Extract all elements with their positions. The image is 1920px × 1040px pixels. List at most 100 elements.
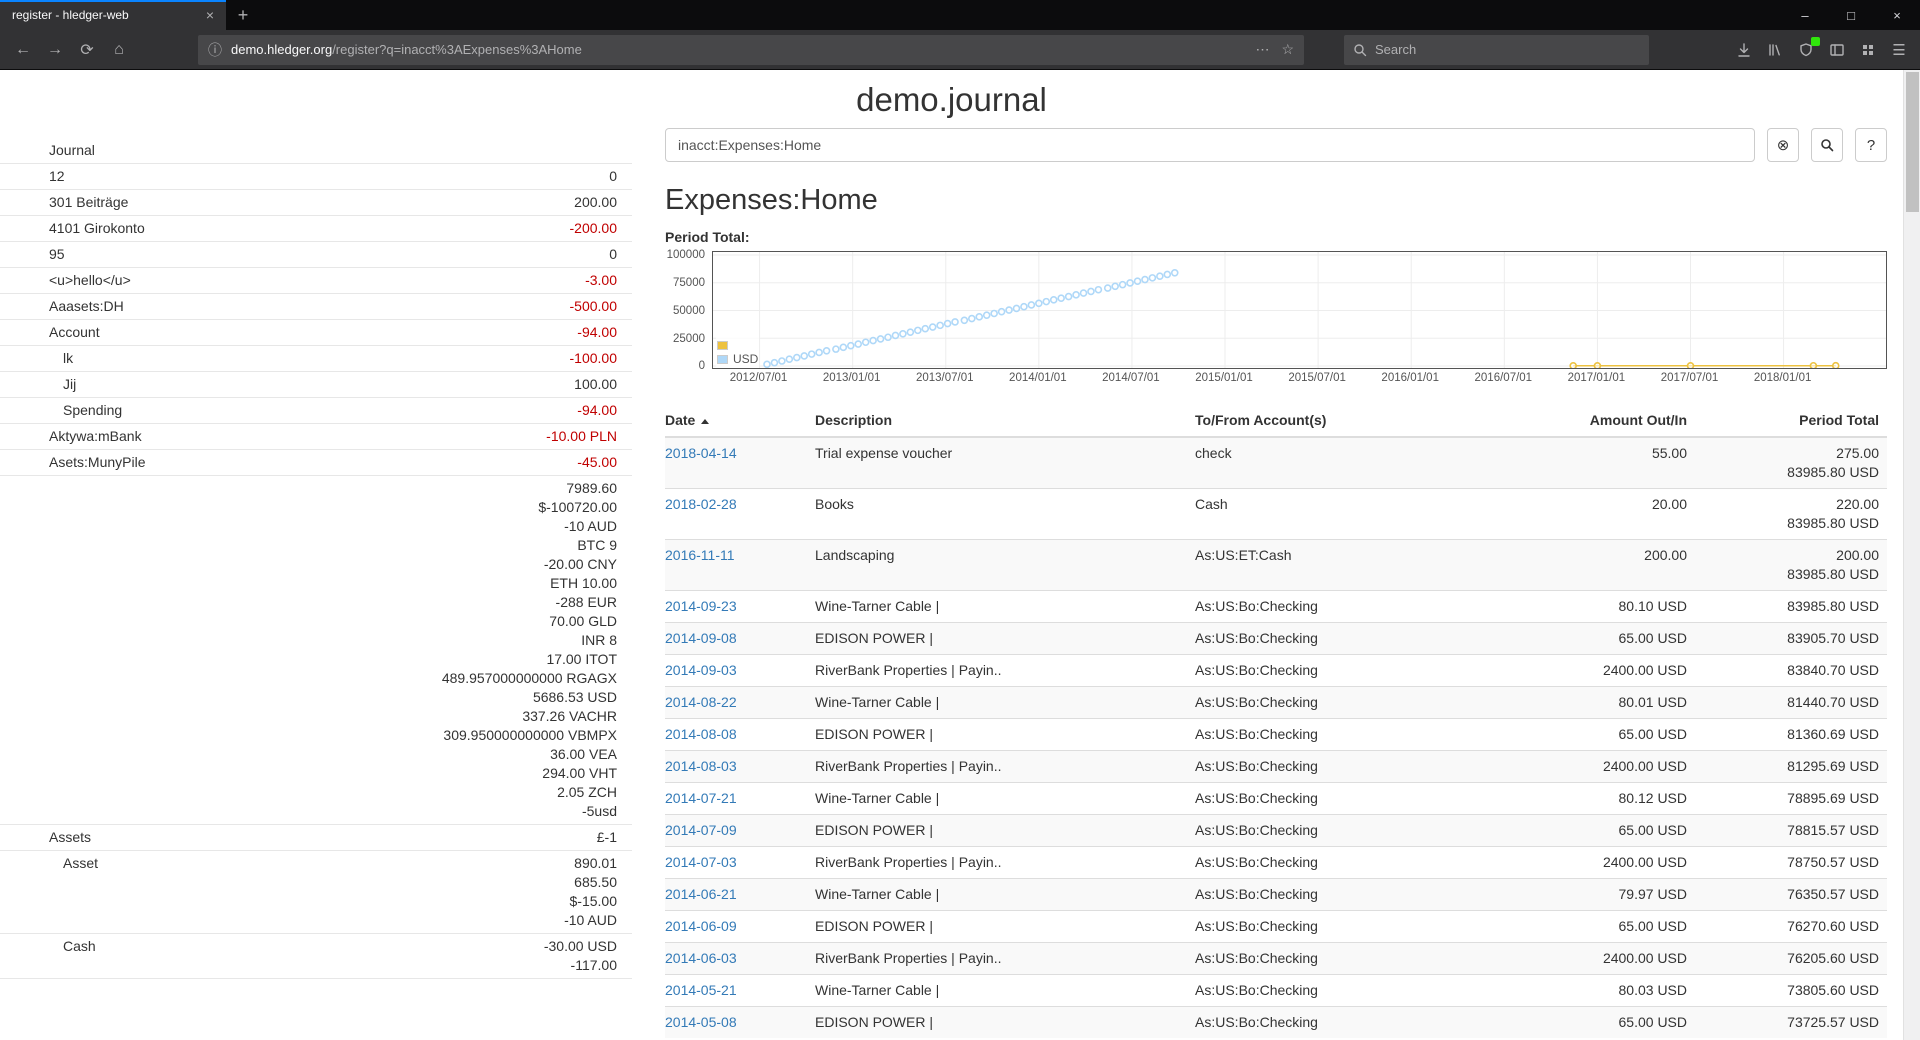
sidebar-toggle-icon[interactable] <box>1826 39 1848 61</box>
account-balances: 0 <box>609 167 617 186</box>
register-row[interactable]: 2014-06-03 RiverBank Properties | Payin..… <box>665 942 1887 975</box>
sidebar-account-link[interactable]: Aaasets:DH <box>49 298 124 315</box>
transaction-date-link[interactable]: 2014-06-09 <box>665 918 737 935</box>
transaction-date-link[interactable]: 2014-08-08 <box>665 726 737 743</box>
register-row[interactable]: 2014-07-09 EDISON POWER | As:US:Bo:Checkin… <box>665 814 1887 847</box>
sidebar-account-link[interactable]: Asets:MunyPile <box>49 454 146 471</box>
sidebar-account-link[interactable]: <u>hello</u> <box>49 272 131 289</box>
register-search-form: ⊗ ? <box>665 128 1887 163</box>
new-tab-button[interactable]: + <box>237 4 249 25</box>
register-row[interactable]: 2014-05-08 EDISON POWER | As:US:Bo:Checkin… <box>665 1006 1887 1039</box>
browser-tab[interactable]: register - hledger-web × <box>0 0 226 30</box>
account-balances: -3.00 <box>585 271 617 290</box>
transaction-date-link[interactable]: 2014-07-09 <box>665 822 737 839</box>
account-balance-line: 337.26 VACHR <box>522 708 617 725</box>
minimize-button[interactable]: – <box>1801 7 1809 23</box>
clear-query-button[interactable]: ⊗ <box>1767 128 1799 163</box>
forward-button[interactable]: → <box>47 40 63 58</box>
back-button[interactable]: ← <box>15 40 31 58</box>
reload-button[interactable]: ⟳ <box>80 41 94 59</box>
sidebar-account-link[interactable]: Spending <box>63 402 123 419</box>
column-header-description[interactable]: Description <box>815 404 1195 439</box>
transaction-date-link[interactable]: 2018-04-14 <box>665 445 737 462</box>
sidebar-journal-link[interactable]: Journal <box>0 138 632 165</box>
register-row[interactable]: 2018-02-28 Books Cash 20.00 220.00 83985.80 U… <box>665 488 1887 540</box>
register-row[interactable]: 2018-04-14 Trial expense voucher check 55.0… <box>665 436 1887 489</box>
tab-close-icon[interactable]: × <box>205 7 215 23</box>
transaction-date-link[interactable]: 2014-09-03 <box>665 662 737 679</box>
register-row[interactable]: 2014-06-21 Wine-Tarner Cable | As:US:Bo:Ch… <box>665 878 1887 911</box>
download-icon[interactable] <box>1733 39 1755 61</box>
tabbar-spacer <box>260 0 1782 30</box>
extension-icon[interactable] <box>1795 36 1820 61</box>
transaction-amount: 55.00 <box>1505 436 1695 489</box>
url-bar[interactable]: ⓘ demo.hledger.org/register?q=inacct%3AE… <box>198 34 1304 65</box>
maximize-button[interactable]: □ <box>1847 7 1855 23</box>
url-text[interactable]: demo.hledger.org/register?q=inacct%3AExp… <box>231 42 1255 57</box>
register-table: Date Description To/From Account(s) Amou… <box>665 404 1887 1039</box>
sidebar-account-link[interactable]: 301 Beiträge <box>49 194 129 211</box>
transaction-date-link[interactable]: 2016-11-11 <box>665 547 735 564</box>
browser-search-field[interactable]: Search <box>1344 34 1649 65</box>
register-row[interactable]: 2014-09-03 RiverBank Properties | Payin..… <box>665 654 1887 687</box>
query-input[interactable] <box>665 128 1755 163</box>
register-row[interactable]: 2014-08-22 Wine-Tarner Cable | As:US:Bo:Ch… <box>665 686 1887 719</box>
register-row[interactable]: 2014-06-09 EDISON POWER | As:US:Bo:Checkin… <box>665 910 1887 943</box>
account-balance-line: -94.00 <box>577 402 617 419</box>
sidebar-account-link[interactable]: Assets <box>49 829 92 846</box>
library-icon[interactable] <box>1764 39 1786 61</box>
transaction-date-link[interactable]: 2014-09-23 <box>665 598 737 615</box>
sidebar-account-link[interactable]: Jij <box>63 376 77 393</box>
register-row[interactable]: 2014-07-03 RiverBank Properties | Payin..… <box>665 846 1887 879</box>
chart-plot[interactable]: USD <box>712 251 1887 370</box>
transaction-accounts: As:US:Bo:Checking <box>1195 686 1505 719</box>
register-row[interactable]: 2014-05-21 Wine-Tarner Cable | As:US:Bo:Ch… <box>665 974 1887 1007</box>
tab-bar: register - hledger-web × + – □ × <box>0 0 1920 30</box>
site-info-icon[interactable]: ⓘ <box>208 41 222 58</box>
register-row[interactable]: 2014-09-08 EDISON POWER | As:US:Bo:Checkin… <box>665 622 1887 655</box>
column-header-amount[interactable]: Amount Out/In <box>1505 404 1695 439</box>
sidebar-account-link[interactable]: lk <box>63 350 74 367</box>
transaction-period-total: 81295.69 USD <box>1695 750 1887 783</box>
transaction-period-total: 78750.57 USD <box>1695 846 1887 879</box>
sidebar-account-link[interactable]: Asset <box>63 855 99 872</box>
transaction-date-link[interactable]: 2014-07-21 <box>665 790 737 807</box>
column-header-accounts[interactable]: To/From Account(s) <box>1195 404 1505 439</box>
home-button[interactable]: ⌂ <box>114 40 124 58</box>
page-scrollbar[interactable] <box>1903 70 1920 1040</box>
sidebar-account-link[interactable]: Account <box>49 324 100 341</box>
sidebar-account-link[interactable]: Cash <box>63 938 96 955</box>
transaction-date-link[interactable]: 2014-06-21 <box>665 886 737 903</box>
transaction-date-link[interactable]: 2018-02-28 <box>665 496 737 513</box>
bookmark-star-icon[interactable]: ☆ <box>1281 41 1294 57</box>
transaction-date-link[interactable]: 2014-05-08 <box>665 1014 737 1031</box>
sidebar-account-link[interactable]: 95 <box>49 246 65 263</box>
register-row[interactable]: 2014-08-08 EDISON POWER | As:US:Bo:Checkin… <box>665 718 1887 751</box>
transaction-date-link[interactable]: 2014-09-08 <box>665 630 737 647</box>
register-row[interactable]: 2014-08-03 RiverBank Properties | Payin..… <box>665 750 1887 783</box>
sidebar-account-link[interactable]: Aktywa:mBank <box>49 428 142 445</box>
submit-search-button[interactable] <box>1811 128 1843 163</box>
column-header-date[interactable]: Date <box>665 404 815 439</box>
column-header-period-total[interactable]: Period Total <box>1695 404 1887 439</box>
register-row[interactable]: 2014-09-23 Wine-Tarner Cable | As:US:Bo:Ch… <box>665 590 1887 623</box>
transaction-date-link[interactable]: 2014-07-03 <box>665 854 737 871</box>
sidebar-account-link[interactable]: 4101 Girokonto <box>49 220 145 237</box>
menu-icon[interactable]: ☰ <box>1892 41 1906 59</box>
register-row[interactable]: 2016-11-11 Landscaping As:US:ET:Cash 200.00… <box>665 539 1887 591</box>
register-row[interactable]: 2014-07-21 Wine-Tarner Cable | As:US:Bo:Ch… <box>665 782 1887 815</box>
close-window-button[interactable]: × <box>1893 7 1901 23</box>
help-button[interactable]: ? <box>1855 128 1887 163</box>
account-balance-line: BTC 9 <box>577 537 617 554</box>
transaction-date-link[interactable]: 2014-06-03 <box>665 950 737 967</box>
account-balance-line: $-15.00 <box>569 893 617 910</box>
scrollbar-thumb[interactable] <box>1906 72 1919 212</box>
transaction-date-link[interactable]: 2014-08-22 <box>665 694 737 711</box>
transaction-date-cell: 2018-02-28 <box>665 488 815 540</box>
transaction-date-link[interactable]: 2014-05-21 <box>665 982 737 999</box>
transaction-date-link[interactable]: 2014-08-03 <box>665 758 737 775</box>
sidebar-account-link[interactable]: 12 <box>49 168 65 185</box>
transaction-amount: 2400.00 USD <box>1505 846 1695 879</box>
page-actions-icon[interactable]: ⋯ <box>1255 41 1270 57</box>
grid-icon[interactable] <box>1857 39 1879 61</box>
